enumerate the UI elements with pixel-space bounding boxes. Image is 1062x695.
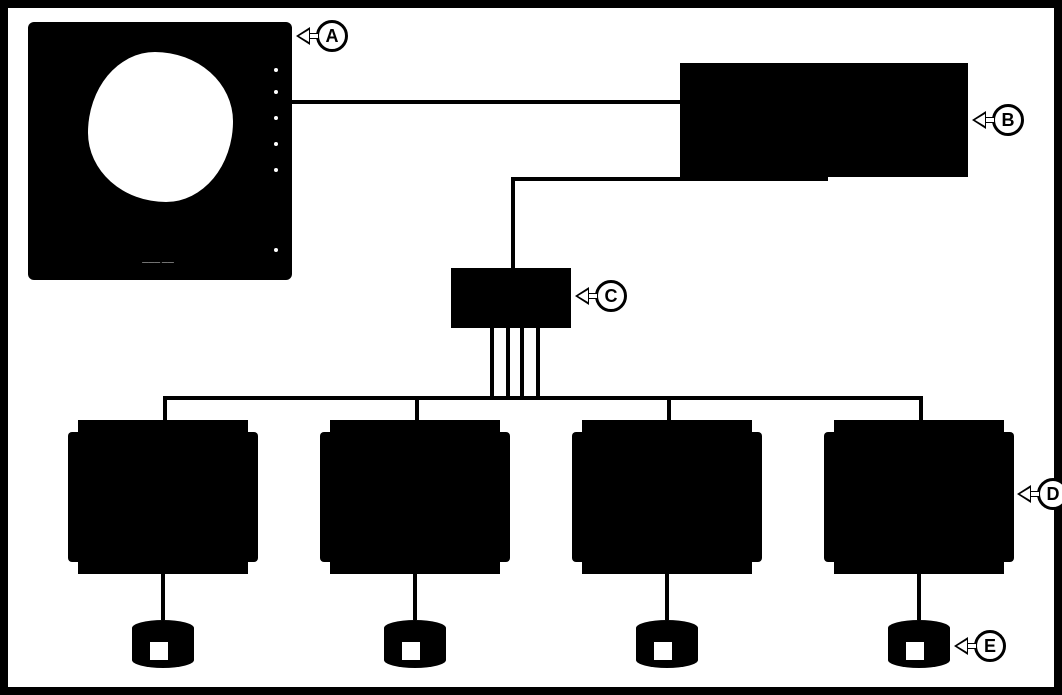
label-e: E [954, 630, 1006, 662]
server-top-ridge [330, 420, 500, 432]
connector-bus-server [163, 396, 167, 420]
connector-controller-hub-v [511, 177, 515, 268]
label-a: A [296, 20, 348, 52]
monitor-led-icon [274, 90, 278, 94]
database-node [636, 620, 698, 668]
server-node [572, 432, 762, 562]
connector-server-db [413, 574, 417, 620]
connector-monitor-controller [292, 100, 680, 104]
db-highlight [150, 642, 168, 660]
label-c-circle: C [595, 280, 627, 312]
connector-bus-server [919, 396, 923, 420]
label-a-circle: A [316, 20, 348, 52]
label-e-circle: E [974, 630, 1006, 662]
monitor-led-icon [274, 116, 278, 120]
connector-hub-bus-v [490, 328, 494, 396]
label-c: C [575, 280, 627, 312]
monitor-screen-blob [88, 52, 233, 202]
monitor-led-icon [274, 168, 278, 172]
monitor-led-icon [274, 248, 278, 252]
label-d: D [1017, 478, 1062, 510]
diagram-canvas: ——— —— [0, 0, 1062, 695]
connector-bus-server [667, 396, 671, 420]
label-b-circle: B [992, 104, 1024, 136]
server-node [68, 432, 258, 562]
monitor-led-icon [274, 142, 278, 146]
server-bottom-ridge [78, 562, 248, 574]
server-top-ridge [834, 420, 1004, 432]
db-highlight [402, 642, 420, 660]
label-b: B [972, 104, 1024, 136]
monitor-node: ——— —— [28, 22, 292, 280]
controller-node [680, 63, 968, 177]
server-bottom-ridge [582, 562, 752, 574]
server-top-ridge [582, 420, 752, 432]
database-node [384, 620, 446, 668]
connector-hub-bus-v [520, 328, 524, 396]
monitor-brand-text: ——— —— [113, 260, 203, 266]
connector-controller-hub-h [511, 177, 828, 181]
database-node [132, 620, 194, 668]
server-top-ridge [78, 420, 248, 432]
connector-bus-h [163, 396, 923, 400]
connector-server-db [917, 574, 921, 620]
server-node [824, 432, 1014, 562]
server-bottom-ridge [834, 562, 1004, 574]
connector-server-db [665, 574, 669, 620]
server-bottom-ridge [330, 562, 500, 574]
db-highlight [654, 642, 672, 660]
monitor-led-icon [274, 68, 278, 72]
connector-hub-bus-v [506, 328, 510, 396]
database-node [888, 620, 950, 668]
connector-bus-server [415, 396, 419, 420]
label-d-circle: D [1037, 478, 1062, 510]
connector-hub-bus-v [536, 328, 540, 396]
db-highlight [906, 642, 924, 660]
server-node [320, 432, 510, 562]
connector-server-db [161, 574, 165, 620]
hub-node [451, 268, 571, 328]
